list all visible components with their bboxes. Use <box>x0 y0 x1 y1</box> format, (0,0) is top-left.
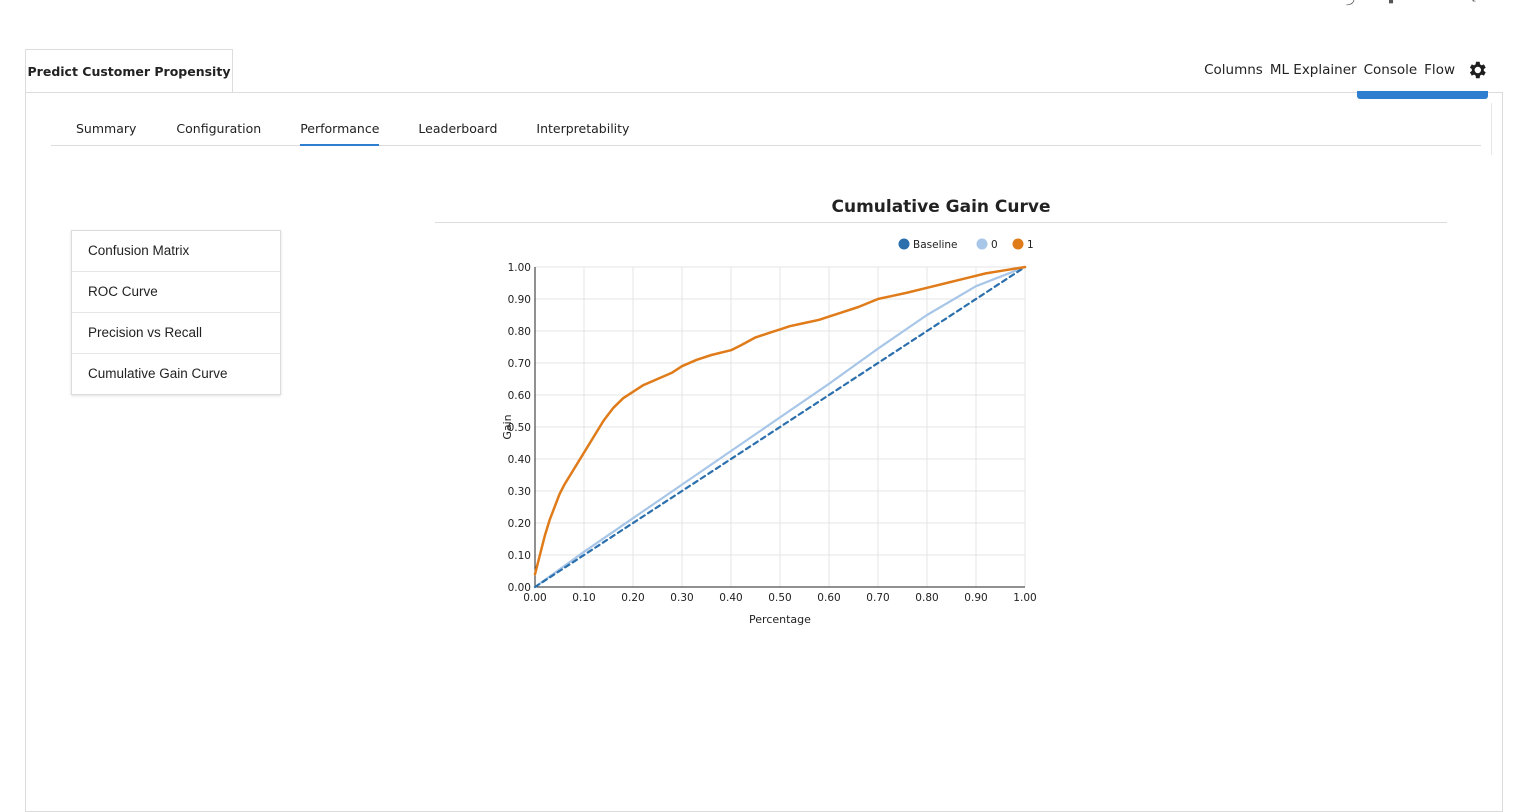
save-icon[interactable]: ▪ <box>1304 0 1316 4</box>
x-tick-label: 0.10 <box>572 592 595 604</box>
y-tick-label: 0.00 <box>508 582 531 594</box>
x-tick-label: 0.30 <box>670 592 693 604</box>
tab-interpretability[interactable]: Interpretability <box>536 121 630 136</box>
nav-flow[interactable]: Flow <box>1424 62 1455 78</box>
nav-columns[interactable]: Columns <box>1204 62 1263 78</box>
menu-roc-curve[interactable]: ROC Curve <box>72 272 280 313</box>
y-tick-label: 0.80 <box>508 326 531 338</box>
series-line-baseline <box>533 265 1027 589</box>
gear-icon[interactable] <box>1466 59 1488 81</box>
legend-marker <box>1012 238 1024 250</box>
scrollbar[interactable] <box>1491 103 1492 155</box>
series-line-class-1 <box>533 265 1027 576</box>
menu-precision-vs-recall[interactable]: Precision vs Recall <box>72 313 280 354</box>
x-axis-label: Percentage <box>749 613 811 626</box>
expand-icon[interactable]: ⤢ <box>1472 0 1484 4</box>
legend-marker <box>976 238 988 250</box>
y-tick-label: 1.00 <box>508 262 531 274</box>
y-tick-label: 0.10 <box>508 550 531 562</box>
x-tick-label: 0.90 <box>964 592 987 604</box>
main-panel: Summary Configuration Performance Leader… <box>25 91 1503 812</box>
x-tick-label: 0.60 <box>817 592 840 604</box>
x-tick-label: 0.50 <box>768 592 791 604</box>
legend-label: 0 <box>991 239 998 251</box>
tab-configuration[interactable]: Configuration <box>176 121 262 136</box>
undo-icon[interactable]: ↶ <box>1220 0 1232 5</box>
nav-ml-explainer[interactable]: ML Explainer <box>1269 62 1357 78</box>
file-tab[interactable]: Predict Customer Propensity <box>25 49 233 92</box>
tab-summary[interactable]: Summary <box>76 121 137 136</box>
series-line-class-0 <box>533 265 1027 589</box>
x-tick-label: 0.40 <box>719 592 742 604</box>
y-tick-label: 0.90 <box>508 294 531 306</box>
chart-divider <box>435 222 1447 223</box>
x-tick-label: 0.70 <box>866 592 889 604</box>
x-tick-label: 0.00 <box>523 592 546 604</box>
lock-icon[interactable]: ▮ <box>1388 0 1400 5</box>
legend-marker <box>898 238 910 250</box>
menu-cumulative-gain-curve[interactable]: Cumulative Gain Curve <box>88 366 228 381</box>
y-tick-label: 0.70 <box>508 358 531 370</box>
y-tick-label: 0.30 <box>508 486 531 498</box>
nav-console[interactable]: Console <box>1363 62 1418 78</box>
x-tick-label: 0.80 <box>915 592 938 604</box>
y-tick-label: 0.50 <box>508 422 531 434</box>
share-icon[interactable]: ⤴ <box>1346 0 1357 7</box>
y-tick-label: 0.20 <box>508 518 531 530</box>
tab-leaderboard[interactable]: Leaderboard <box>418 121 498 136</box>
file-tab-title: Predict Customer Propensity <box>27 63 231 79</box>
cumulative-gain-chart: 0.00 0.10 0.20 0.30 0.40 0.50 0.60 0.70 0.80 0.90… <box>501 238 1037 626</box>
menu-confusion-matrix[interactable]: Confusion Matrix <box>72 231 280 272</box>
chart-title: Cumulative Gain Curve <box>831 197 1051 217</box>
y-tick-label: 0.60 <box>508 390 531 402</box>
performance-side-menu: Confusion Matrix ROC Curve Precision vs … <box>71 230 281 395</box>
y-tick-label: 0.40 <box>508 454 531 466</box>
legend-label: Baseline <box>913 239 958 251</box>
x-tick-label: 1.00 <box>1013 592 1036 604</box>
copy-icon[interactable]: ▫ <box>1430 0 1442 4</box>
tab-performance[interactable]: Performance <box>300 121 380 146</box>
window-toolbar-icons: ↶ ↷ ▪ ⤴ ▮ ▫ ⤢ <box>1220 0 1484 7</box>
legend-label: 1 <box>1027 239 1034 251</box>
action-button[interactable] <box>1357 91 1488 99</box>
redo-icon[interactable]: ↷ <box>1262 0 1274 5</box>
y-axis-label: Gain <box>501 414 514 439</box>
x-tick-label: 0.20 <box>621 592 644 604</box>
top-nav: Columns ML Explainer Console Flow <box>1204 59 1488 81</box>
tab-bar: Summary Configuration Performance Leader… <box>51 121 1481 146</box>
